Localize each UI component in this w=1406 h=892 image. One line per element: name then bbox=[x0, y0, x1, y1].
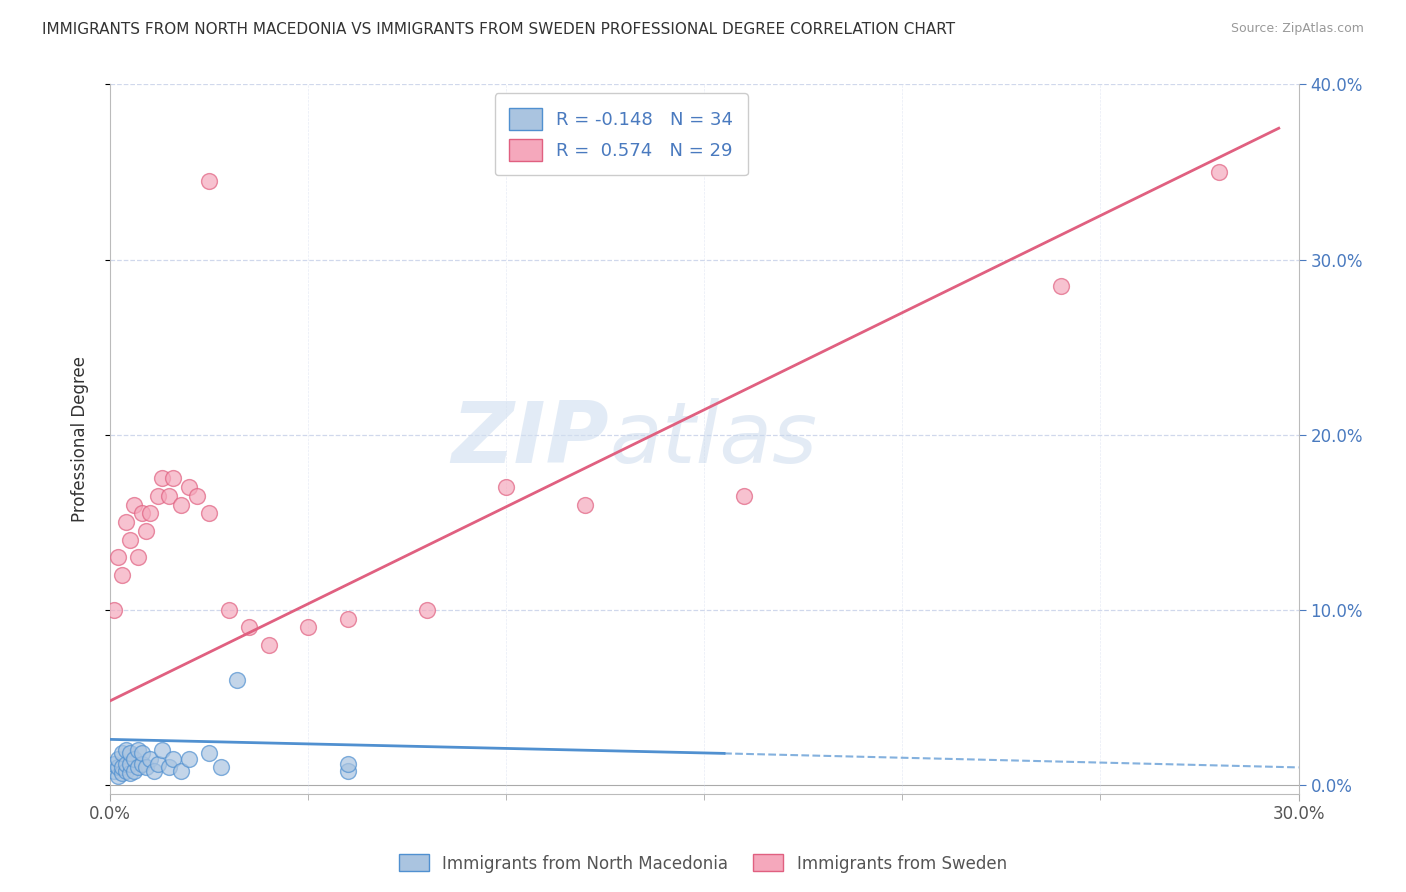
Point bbox=[118, 533, 141, 547]
Point bbox=[150, 471, 173, 485]
Point bbox=[131, 747, 153, 761]
Point bbox=[1208, 165, 1230, 179]
Point bbox=[138, 752, 160, 766]
Point bbox=[107, 752, 129, 766]
Point bbox=[122, 752, 145, 766]
Point bbox=[146, 489, 169, 503]
Point bbox=[146, 756, 169, 771]
Point bbox=[495, 480, 517, 494]
Point bbox=[111, 765, 134, 780]
Point bbox=[131, 507, 153, 521]
Point bbox=[336, 764, 359, 778]
Point bbox=[142, 764, 165, 778]
Point bbox=[127, 760, 149, 774]
Point bbox=[111, 747, 134, 761]
Text: ZIP: ZIP bbox=[451, 398, 609, 481]
Point bbox=[209, 760, 232, 774]
Legend: R = -0.148   N = 34, R =  0.574   N = 29: R = -0.148 N = 34, R = 0.574 N = 29 bbox=[495, 94, 748, 176]
Point bbox=[107, 760, 129, 774]
Point bbox=[159, 489, 181, 503]
Point bbox=[135, 524, 157, 538]
Point bbox=[186, 489, 208, 503]
Point bbox=[336, 756, 359, 771]
Text: Source: ZipAtlas.com: Source: ZipAtlas.com bbox=[1230, 22, 1364, 36]
Point bbox=[103, 756, 125, 771]
Point bbox=[111, 760, 134, 774]
Point bbox=[115, 756, 138, 771]
Point bbox=[127, 550, 149, 565]
Point bbox=[127, 743, 149, 757]
Point bbox=[138, 507, 160, 521]
Point bbox=[198, 174, 221, 188]
Point bbox=[131, 756, 153, 771]
Legend: Immigrants from North Macedonia, Immigrants from Sweden: Immigrants from North Macedonia, Immigra… bbox=[392, 847, 1014, 880]
Point bbox=[733, 489, 755, 503]
Point bbox=[122, 498, 145, 512]
Point bbox=[179, 752, 201, 766]
Point bbox=[416, 603, 439, 617]
Text: IMMIGRANTS FROM NORTH MACEDONIA VS IMMIGRANTS FROM SWEDEN PROFESSIONAL DEGREE CO: IMMIGRANTS FROM NORTH MACEDONIA VS IMMIG… bbox=[42, 22, 955, 37]
Point bbox=[179, 480, 201, 494]
Point bbox=[115, 743, 138, 757]
Point bbox=[159, 760, 181, 774]
Point bbox=[1050, 278, 1073, 293]
Y-axis label: Professional Degree: Professional Degree bbox=[72, 356, 89, 522]
Point bbox=[170, 764, 193, 778]
Point bbox=[118, 765, 141, 780]
Point bbox=[218, 603, 240, 617]
Point bbox=[107, 769, 129, 783]
Point bbox=[162, 471, 184, 485]
Point bbox=[103, 764, 125, 778]
Point bbox=[115, 515, 138, 529]
Point bbox=[257, 638, 280, 652]
Point bbox=[170, 498, 193, 512]
Point bbox=[162, 752, 184, 766]
Point bbox=[336, 611, 359, 625]
Point bbox=[297, 620, 319, 634]
Point bbox=[122, 764, 145, 778]
Point bbox=[118, 756, 141, 771]
Point bbox=[238, 620, 260, 634]
Text: atlas: atlas bbox=[609, 398, 817, 481]
Point bbox=[135, 760, 157, 774]
Point bbox=[574, 498, 596, 512]
Point bbox=[225, 673, 247, 687]
Point bbox=[150, 743, 173, 757]
Point bbox=[103, 603, 125, 617]
Point bbox=[107, 550, 129, 565]
Point bbox=[115, 764, 138, 778]
Point bbox=[198, 747, 221, 761]
Point bbox=[111, 567, 134, 582]
Point bbox=[198, 507, 221, 521]
Point bbox=[118, 747, 141, 761]
